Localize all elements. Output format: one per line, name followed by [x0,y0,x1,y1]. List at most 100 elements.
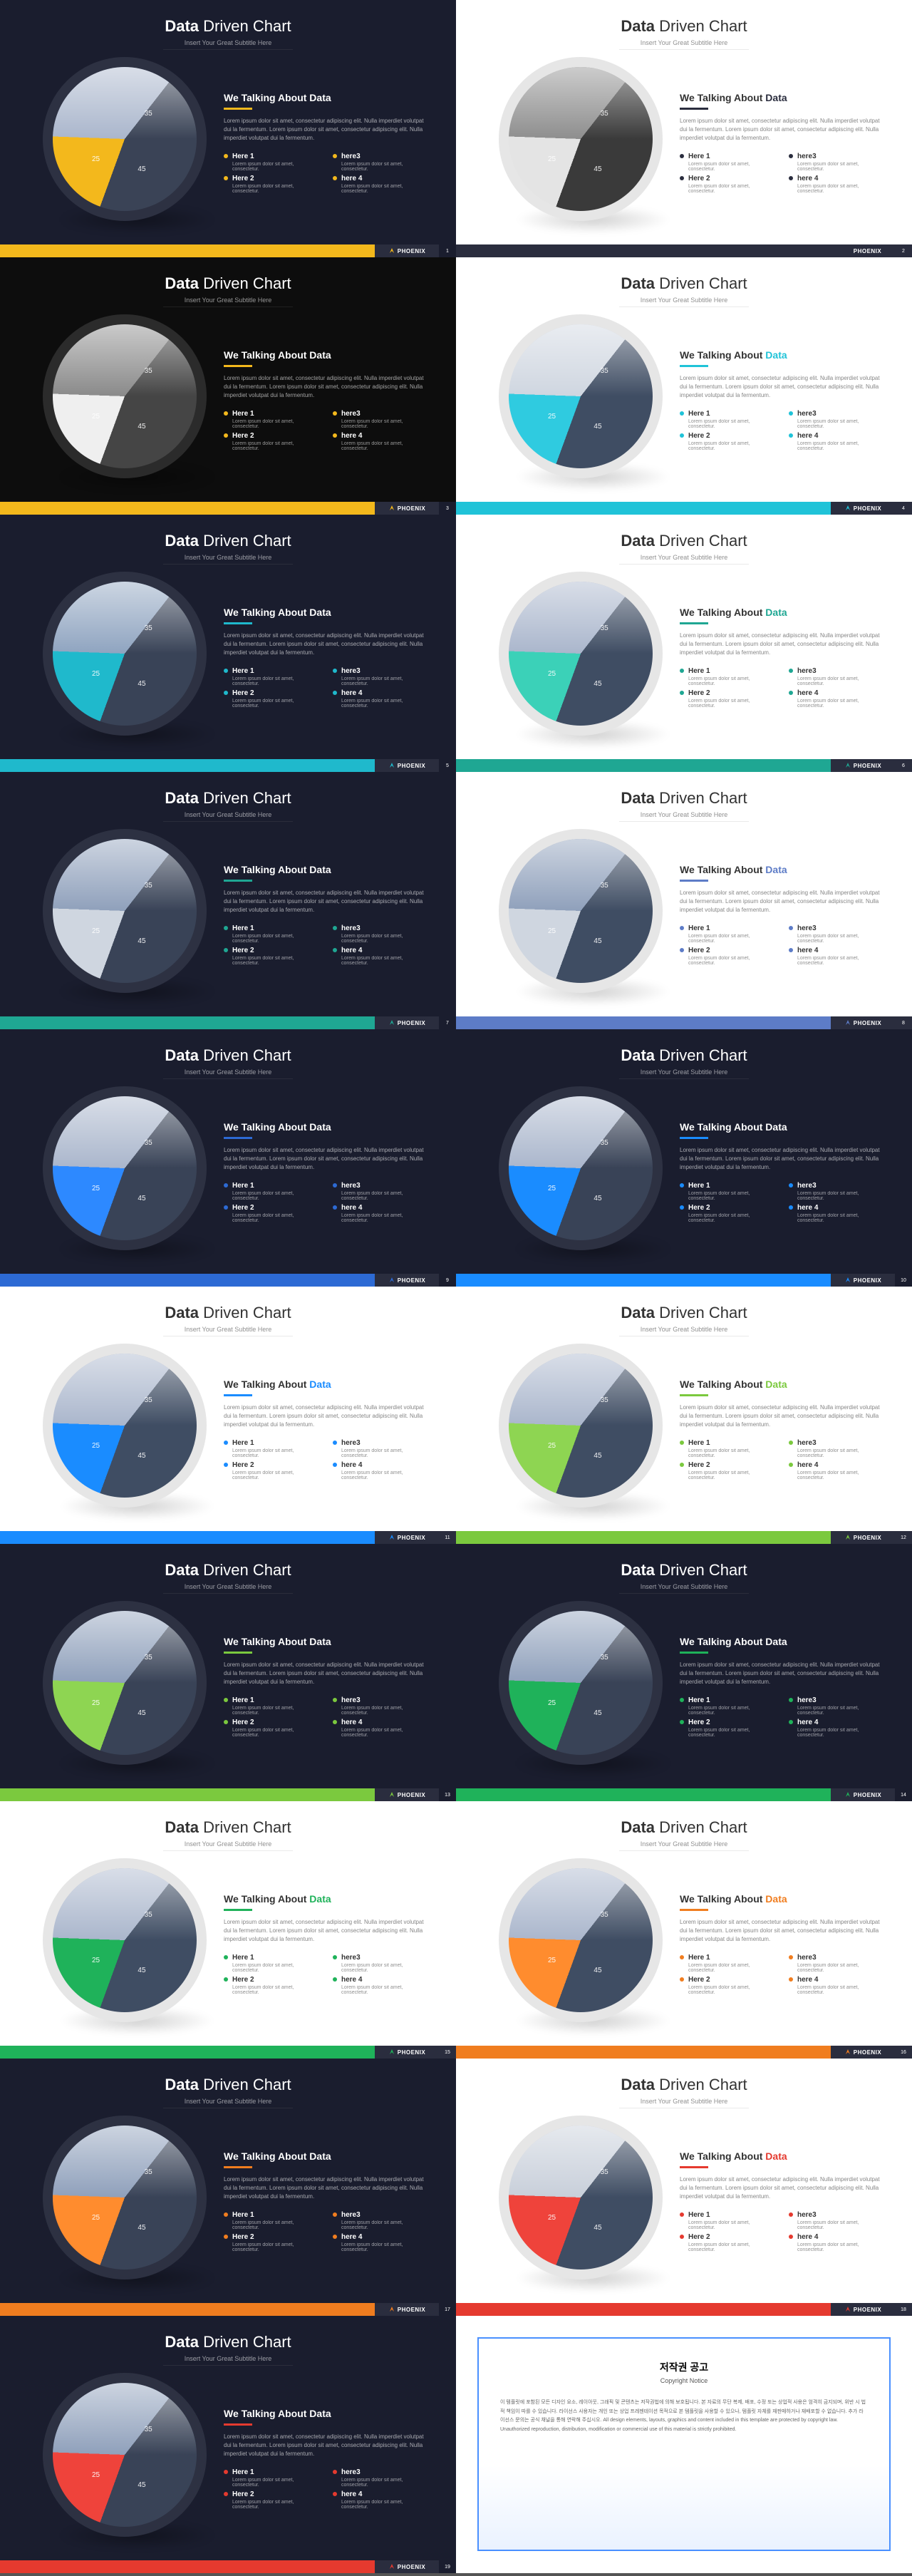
pie-chart: 25 35 45 [499,2116,663,2279]
bullet-dot-icon [333,1720,337,1724]
footer-bar: PHOENIX 15 [0,2046,456,2059]
footer-bar: PHOENIX 17 [0,2303,456,2316]
bullet-text: Lorem ipsum dolor sit amet, consectetur. [789,1963,884,1973]
pie-chart: 25 35 45 [43,1086,207,1250]
bullet-title: here 4 [341,1204,362,1212]
bullet-dot-icon [224,1977,228,1982]
talk-heading: We Talking About Data [224,1893,428,1905]
content-row: 25 35 45 We Talking About Data Lorem ips… [0,1851,456,2022]
bullet-heading: Here 1 [680,1182,774,1190]
title-rest: Driven Chart [655,274,747,292]
talk-prefix: We Talking About [680,864,765,875]
bullet-text: Lorem ipsum dolor sit amet, consectetur. [333,2478,428,2488]
bullet-dot-icon [789,669,793,673]
footer-bar: PHOENIX 4 [456,502,912,515]
title-block: Data Driven Chart Insert Your Great Subt… [456,772,912,822]
bullet-item: here 4 Lorem ipsum dolor sit amet, conse… [789,175,884,194]
subtitle: Insert Your Great Subtitle Here [163,811,294,822]
bullet-text: Lorem ipsum dolor sit amet, consectetur. [333,1728,428,1738]
bullet-dot-icon [333,926,337,930]
pie-label-a: 25 [92,1957,100,1964]
bullet-dot-icon [680,433,684,438]
title-block: Data Driven Chart Insert Your Great Subt… [0,1287,456,1336]
subtitle: Insert Your Great Subtitle Here [619,1583,750,1594]
slide-title: Data Driven Chart [456,789,912,808]
pie-label-a: 25 [92,413,100,421]
talk-accent-word: Data [765,349,787,361]
bullet-text: Lorem ipsum dolor sit amet, consectetur. [789,1213,884,1223]
pie-slices [509,1096,653,1240]
brand-badge: PHOENIX [831,2303,895,2316]
lead-paragraph: Lorem ipsum dolor sit amet, consectetur … [680,1918,884,1944]
underline-accent [680,1137,708,1139]
bullet-text: Lorem ipsum dolor sit amet, consectetur. [680,1191,774,1201]
title-rest: Driven Chart [199,2076,291,2093]
bullet-text: Lorem ipsum dolor sit amet, consectetur. [224,1985,318,1995]
footer-accent-bar [0,2303,375,2316]
bullet-title: here 4 [341,175,362,182]
bullet-dot-icon [224,948,228,952]
pie-chart: 25 35 45 [43,314,207,478]
bullet-text: Lorem ipsum dolor sit amet, consectetur. [680,419,774,429]
bullet-dot-icon [224,411,228,416]
bullet-heading: Here 2 [680,432,774,440]
bullet-text: Lorem ipsum dolor sit amet, consectetur. [224,1213,318,1223]
slide: Data Driven Chart Insert Your Great Subt… [0,1544,456,1801]
bullet-dot-icon [333,1441,337,1445]
slide: Data Driven Chart Insert Your Great Subt… [0,772,456,1029]
title-bold: Data [165,2076,199,2093]
title-rest: Driven Chart [655,1561,747,1579]
pie-slices [509,2126,653,2270]
bullet-title: here 4 [797,2233,818,2241]
bullet-heading: here3 [333,2468,428,2476]
content-row: 25 35 45 We Talking About Data Lorem ips… [0,2108,456,2279]
slide-title: Data Driven Chart [0,789,456,808]
pie-label-b: 35 [145,110,152,118]
bullet-dot-icon [789,948,793,952]
bullet-dot-icon [224,154,228,158]
bullet-item: here3 Lorem ipsum dolor sit amet, consec… [333,924,428,944]
pie-label-a: 25 [548,413,556,421]
pie-slices [53,67,197,211]
page-number: 12 [895,1531,912,1544]
bullet-heading: Here 2 [680,1461,774,1469]
bullet-text: Lorem ipsum dolor sit amet, consectetur. [680,1213,774,1223]
brand-badge: PHOENIX [375,2560,439,2573]
footer-accent-bar [0,2046,375,2059]
talk-heading: We Talking About Data [680,1379,884,1390]
pie-slices [509,582,653,726]
bullet-item: here3 Lorem ipsum dolor sit amet, consec… [333,667,428,686]
underline-accent [680,365,708,367]
bullet-heading: Here 2 [224,432,318,440]
pie-slices [53,839,197,983]
pie-label-b: 35 [601,1139,608,1147]
underline-accent [680,1652,708,1654]
bullet-title: here 4 [797,175,818,182]
brand-text: PHOENIX [398,2564,426,2570]
bullet-dot-icon [680,1955,684,1959]
bullet-title: Here 1 [232,2211,254,2219]
bullet-dot-icon [789,2235,793,2239]
bullet-dot-icon [333,2492,337,2496]
bullet-text: Lorem ipsum dolor sit amet, consectetur. [680,934,774,944]
slide-title: Data Driven Chart [0,17,456,36]
footer-accent-bar [456,1274,831,1287]
content-row: 25 35 45 We Talking About Data Lorem ips… [456,1594,912,1765]
bullet-item: Here 1 Lorem ipsum dolor sit amet, conse… [224,2468,318,2488]
bullet-heading: Here 1 [680,1439,774,1447]
bullet-heading: here 4 [333,947,428,954]
bullet-heading: here 4 [333,1461,428,1469]
bullet-title: Here 2 [688,432,710,440]
pie-label-a: 25 [92,2471,100,2479]
pie-slices [53,2383,197,2527]
footer-accent-bar [456,1531,831,1544]
talk-accent-word: Data [309,2408,331,2419]
talk-prefix: We Talking About [224,349,309,361]
bullet-title: here3 [797,1954,817,1962]
bullet-item: here 4 Lorem ipsum dolor sit amet, conse… [789,689,884,709]
title-block: Data Driven Chart Insert Your Great Subt… [0,257,456,307]
copyright-box: 저작권 공고 Copyright Notice 이 템플릿에 포함된 모든 디자… [477,2337,891,2551]
lead-paragraph: Lorem ipsum dolor sit amet, consectetur … [224,2433,428,2458]
slide-title: Data Driven Chart [0,532,456,550]
bullet-grid: Here 1 Lorem ipsum dolor sit amet, conse… [224,1182,428,1223]
